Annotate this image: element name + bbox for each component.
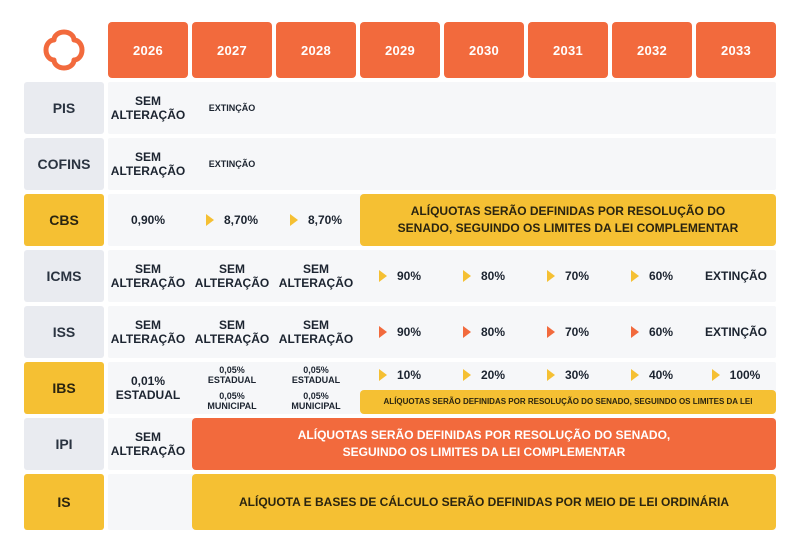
ibs-2030: 20%	[444, 362, 524, 388]
cbs-2027: 8,70%	[192, 194, 272, 246]
arrow-right-icon	[546, 369, 555, 381]
iss-2031: 70%	[528, 306, 608, 358]
arrow-right-icon	[378, 369, 387, 381]
row-label-ipi: IPI	[24, 418, 104, 470]
row-label-iss: ISS	[24, 306, 104, 358]
arrow-right-icon	[630, 326, 639, 338]
clover-outline-logo-icon	[43, 29, 85, 71]
row-label-cbs: CBS	[24, 194, 104, 246]
iss-2033: EXTINÇÃO	[704, 325, 767, 339]
ibs-2028-estadual: 0,05% ESTADUAL	[291, 365, 341, 385]
row-label-ibs: IBS	[24, 362, 104, 414]
cofins-2026: SEM ALTERAÇÃO	[110, 150, 186, 178]
ibs-2027-estadual: 0,05% ESTADUAL	[207, 365, 257, 385]
ibs-banner: ALÍQUOTAS SERÃO DEFINIDAS POR RESOLUÇÃO …	[360, 390, 776, 414]
icms-2032: 60%	[612, 250, 692, 302]
arrow-right-icon	[462, 270, 471, 282]
arrow-right-icon	[378, 270, 387, 282]
arrow-right-icon	[546, 270, 555, 282]
ibs-2028-municipal: 0,05% MUNICIPAL	[291, 391, 341, 411]
row-label-cofins: COFINS	[24, 138, 104, 190]
is-banner: ALÍQUOTA E BASES DE CÁLCULO SERÃO DEFINI…	[192, 474, 776, 530]
year-header-2029: 2029	[360, 22, 440, 78]
ibs-2026: 0,01% ESTADUAL	[115, 374, 181, 402]
row-label-icms: ICMS	[24, 250, 104, 302]
iss-2026: SEM ALTERAÇÃO	[110, 318, 186, 346]
icms-2026: SEM ALTERAÇÃO	[110, 262, 186, 290]
year-header-2030: 2030	[444, 22, 524, 78]
ibs-2031: 30%	[528, 362, 608, 388]
iss-2027: SEM ALTERAÇÃO	[194, 318, 270, 346]
year-header-2026: 2026	[108, 22, 188, 78]
arrow-right-icon	[630, 270, 639, 282]
year-header-2028: 2028	[276, 22, 356, 78]
row-label-is: IS	[24, 474, 104, 530]
ipi-banner: ALÍQUOTAS SERÃO DEFINIDAS POR RESOLUÇÃO …	[192, 418, 776, 470]
pis-2026: SEM ALTERAÇÃO	[110, 94, 186, 122]
arrow-right-icon	[462, 326, 471, 338]
iss-2030: 80%	[444, 306, 524, 358]
iss-2029: 90%	[360, 306, 440, 358]
year-header-2027: 2027	[192, 22, 272, 78]
ibs-2027-municipal: 0,05% MUNICIPAL	[207, 391, 257, 411]
arrow-right-icon	[462, 369, 471, 381]
tax-timeline-table: 2026 2027 2028 2029 2030 2031 2032 2033 …	[24, 22, 776, 530]
iss-2028: SEM ALTERAÇÃO	[278, 318, 354, 346]
icms-2028: SEM ALTERAÇÃO	[278, 262, 354, 290]
icms-2033: EXTINÇÃO	[704, 269, 767, 283]
ipi-2026: SEM ALTERAÇÃO	[110, 430, 186, 458]
year-header-2033: 2033	[696, 22, 776, 78]
cofins-2027: EXTINÇÃO	[208, 159, 256, 169]
cbs-2026: 0,90%	[130, 213, 166, 227]
icms-2027: SEM ALTERAÇÃO	[194, 262, 270, 290]
row-label-pis: PIS	[24, 82, 104, 134]
year-header-2032: 2032	[612, 22, 692, 78]
iss-2032: 60%	[612, 306, 692, 358]
arrow-right-icon	[205, 214, 214, 226]
year-header-2031: 2031	[528, 22, 608, 78]
icms-2029: 90%	[360, 250, 440, 302]
icms-2030: 80%	[444, 250, 524, 302]
cbs-banner: ALÍQUOTAS SERÃO DEFINIDAS POR RESOLUÇÃO …	[360, 194, 776, 246]
cbs-2028: 8,70%	[276, 194, 356, 246]
ibs-2033: 100%	[696, 362, 776, 388]
ibs-2029: 10%	[360, 362, 440, 388]
icms-2031: 70%	[528, 250, 608, 302]
pis-2027: EXTINÇÃO	[208, 103, 256, 113]
arrow-right-icon	[546, 326, 555, 338]
arrow-right-icon	[711, 369, 720, 381]
logo	[24, 22, 104, 78]
arrow-right-icon	[289, 214, 298, 226]
arrow-right-icon	[630, 369, 639, 381]
ibs-2032: 40%	[612, 362, 692, 388]
arrow-right-icon	[378, 326, 387, 338]
